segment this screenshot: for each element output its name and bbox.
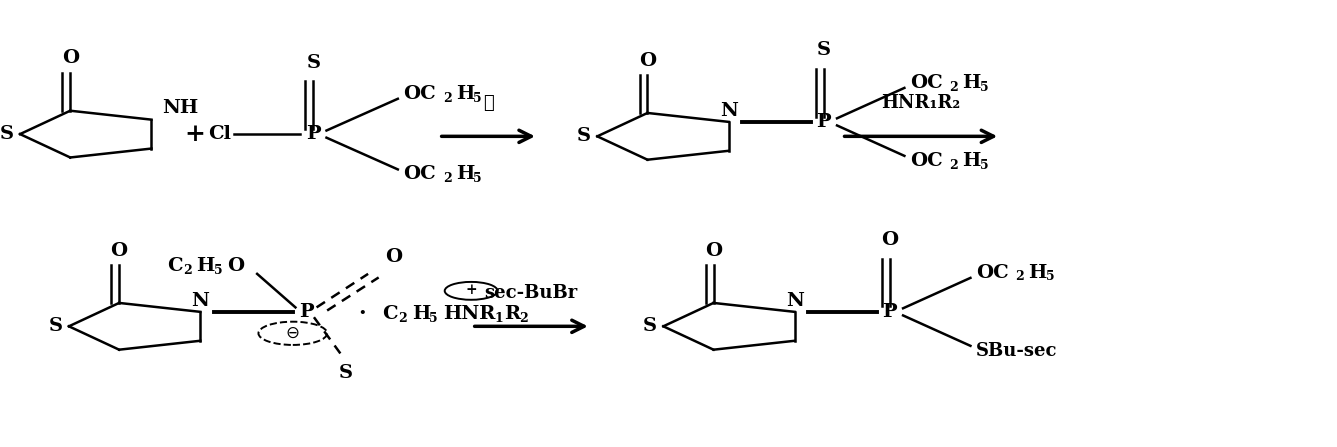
Text: 5: 5 [980,159,988,172]
Text: 5: 5 [1046,270,1055,283]
Text: HNR₁R₂: HNR₁R₂ [881,94,960,112]
Text: 2: 2 [443,92,452,105]
Text: 2: 2 [398,312,408,325]
Text: C: C [167,257,183,275]
Text: O: O [111,241,127,260]
Text: HNR: HNR [444,305,496,323]
Text: H: H [963,152,981,170]
Text: 2: 2 [949,80,959,93]
Text: 5: 5 [473,92,481,105]
Text: H: H [456,165,475,183]
Text: 2: 2 [1015,270,1024,283]
Text: 5: 5 [214,264,222,277]
Text: S: S [0,125,13,143]
Text: OC: OC [909,152,943,170]
Text: H: H [197,257,215,275]
Text: N: N [191,291,210,310]
Text: N: N [719,101,738,120]
Text: O: O [227,257,243,275]
Text: 5: 5 [473,172,481,186]
Text: Cl: Cl [209,125,231,143]
Text: O: O [62,49,79,67]
Text: 2: 2 [443,172,452,186]
Text: SBu-sec: SBu-sec [976,342,1058,360]
Text: S: S [338,364,353,382]
Text: H: H [412,305,431,323]
Text: P: P [306,125,321,143]
Text: O: O [639,51,656,70]
Text: P: P [882,303,897,321]
Text: S: S [306,54,321,72]
Text: +: + [185,122,205,146]
Text: OC: OC [976,264,1008,282]
Text: 5: 5 [980,80,988,93]
Text: H: H [1028,264,1047,282]
Text: 5: 5 [429,312,437,325]
Text: OC: OC [402,165,436,183]
Text: 2: 2 [519,312,527,325]
Text: N: N [786,291,804,310]
Text: OC: OC [909,74,943,92]
Text: R: R [504,305,520,323]
Text: H: H [963,74,981,92]
Text: +: + [465,283,477,297]
Text: O: O [705,241,722,260]
Text: 2: 2 [949,159,959,172]
Text: S: S [48,317,63,335]
Text: S: S [576,127,591,145]
Text: O: O [881,231,898,249]
Text: S: S [643,317,656,335]
Text: ·: · [358,303,374,325]
Text: 2: 2 [183,264,193,277]
Text: P: P [817,113,832,131]
Text: sec-BuBr: sec-BuBr [484,284,578,302]
Text: O: O [385,248,402,266]
Text: ⊖: ⊖ [286,324,299,342]
Text: P: P [298,303,313,321]
Text: C: C [382,305,398,323]
Text: 1: 1 [495,312,504,325]
Text: S: S [817,41,830,59]
Text: NH: NH [162,99,198,118]
Text: 碱: 碱 [483,94,493,112]
Text: H: H [456,85,475,103]
Text: OC: OC [402,85,436,103]
